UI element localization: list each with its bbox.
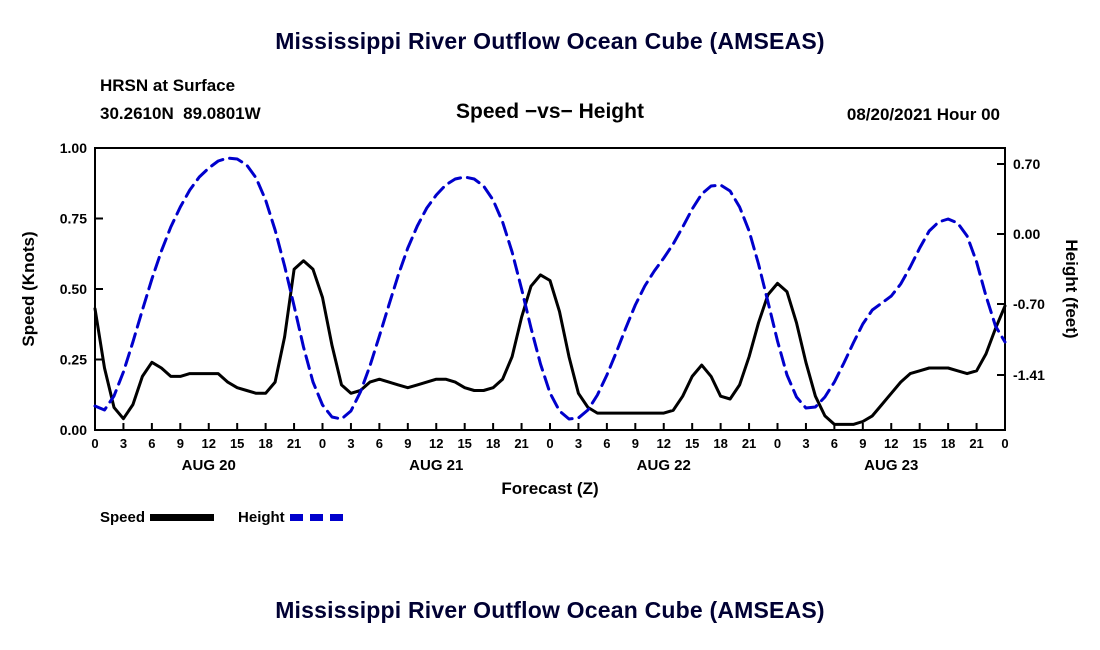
x-tick-label: 6 bbox=[603, 436, 610, 451]
left-tick-label: 0.50 bbox=[60, 281, 87, 297]
x-axis-label: Forecast (Z) bbox=[501, 479, 598, 498]
legend-speed-label: Speed bbox=[100, 509, 146, 526]
x-tick-label: 0 bbox=[91, 436, 98, 451]
x-tick-label: 6 bbox=[831, 436, 838, 451]
x-tick-label: 18 bbox=[713, 436, 727, 451]
x-tick-label: 12 bbox=[429, 436, 443, 451]
x-tick-label: 18 bbox=[486, 436, 500, 451]
right-tick-label: -1.41 bbox=[1013, 367, 1045, 383]
day-label: AUG 23 bbox=[864, 457, 918, 474]
station-label: HRSN at Surface bbox=[100, 76, 236, 95]
height-curve bbox=[93, 156, 1007, 421]
x-tick-label: 21 bbox=[514, 436, 528, 451]
datetime-label: 08/20/2021 Hour 00 bbox=[846, 105, 1000, 124]
x-tick-label: 0 bbox=[1001, 436, 1008, 451]
x-tick-label: 9 bbox=[632, 436, 639, 451]
x-tick-label: 3 bbox=[120, 436, 127, 451]
left-tick-label: 0.00 bbox=[60, 422, 87, 438]
x-tick-label: 3 bbox=[347, 436, 354, 451]
right-axis-label: Height (feet) bbox=[1062, 239, 1081, 338]
x-tick-label: 0 bbox=[546, 436, 553, 451]
x-tick-label: 9 bbox=[859, 436, 866, 451]
plot-title: Speed −vs− Height bbox=[456, 100, 644, 123]
legend-height-entry: Height bbox=[238, 509, 346, 526]
page-title-bottom: Mississippi River Outflow Ocean Cube (AM… bbox=[275, 597, 825, 623]
right-tick-label: -0.70 bbox=[1013, 296, 1045, 312]
day-label: AUG 22 bbox=[637, 457, 691, 474]
x-tick-label: 0 bbox=[774, 436, 781, 451]
x-tick-label: 21 bbox=[742, 436, 756, 451]
legend-height-swatch bbox=[289, 514, 346, 521]
legend-height-label: Height bbox=[238, 509, 285, 526]
day-label: AUG 20 bbox=[182, 457, 236, 474]
x-tick-label: 12 bbox=[202, 436, 216, 451]
x-tick-label: 21 bbox=[969, 436, 983, 451]
x-tick-label: 12 bbox=[657, 436, 671, 451]
x-tick-label: 21 bbox=[287, 436, 301, 451]
x-tick-label: 9 bbox=[177, 436, 184, 451]
x-tick-label: 9 bbox=[404, 436, 411, 451]
left-axis-label: Speed (Knots) bbox=[19, 231, 38, 346]
left-tick-label: 0.25 bbox=[60, 352, 87, 368]
x-tick-label: 6 bbox=[148, 436, 155, 451]
x-tick-label: 18 bbox=[941, 436, 955, 451]
left-tick-label: 1.00 bbox=[60, 140, 87, 156]
speed-curve bbox=[93, 259, 1007, 426]
x-tick-label: 15 bbox=[457, 436, 471, 451]
x-tick-label: 18 bbox=[258, 436, 272, 451]
x-tick-label: 6 bbox=[376, 436, 383, 451]
x-tick-label: 3 bbox=[802, 436, 809, 451]
x-tick-label: 0 bbox=[319, 436, 326, 451]
legend-speed-swatch bbox=[150, 514, 215, 521]
page-title-top: Mississippi River Outflow Ocean Cube (AM… bbox=[275, 28, 825, 54]
x-tick-label: 15 bbox=[230, 436, 244, 451]
left-tick-label: 0.75 bbox=[60, 211, 87, 227]
legend: Speed Height bbox=[100, 509, 370, 526]
right-tick-label: 0.70 bbox=[1013, 156, 1040, 172]
legend-speed-entry: Speed bbox=[100, 509, 215, 526]
x-tick-label: 15 bbox=[912, 436, 926, 451]
right-tick-label: 0.00 bbox=[1013, 226, 1040, 242]
x-tick-label: 3 bbox=[575, 436, 582, 451]
day-label: AUG 21 bbox=[409, 457, 463, 474]
plot-frame bbox=[94, 147, 1006, 431]
x-tick-label: 15 bbox=[685, 436, 699, 451]
coordinates-label: 30.2610N 89.0801W bbox=[100, 104, 261, 123]
x-tick-label: 12 bbox=[884, 436, 898, 451]
